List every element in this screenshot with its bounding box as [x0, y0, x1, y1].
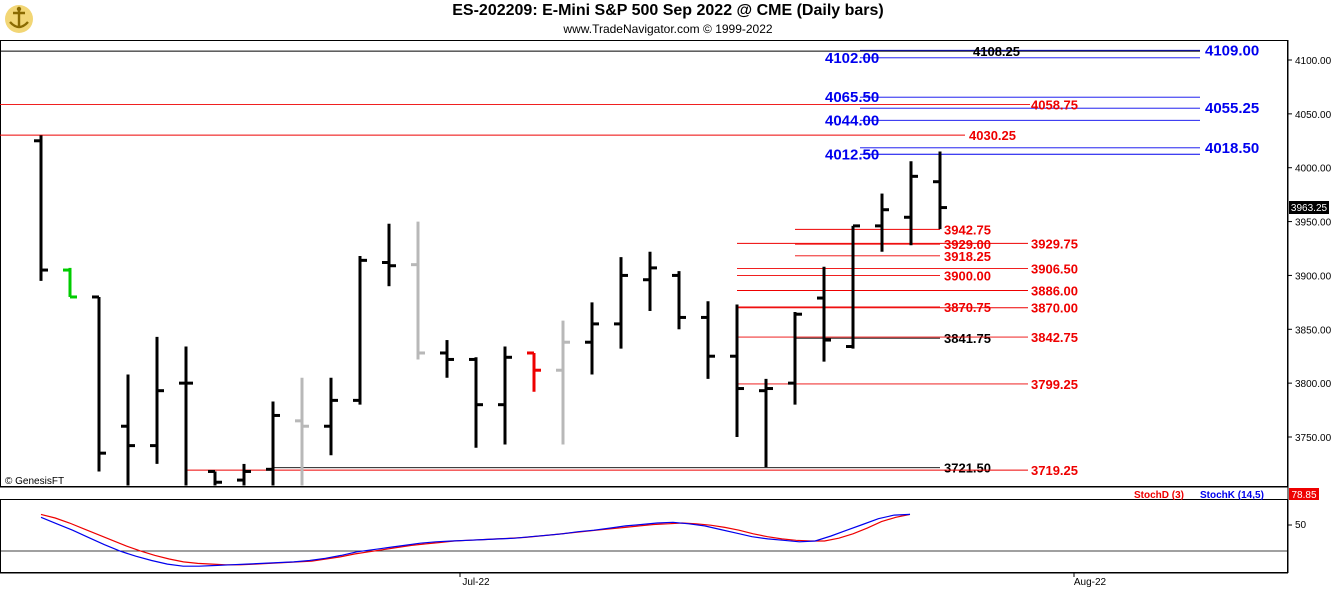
support-resistance-levels: 4102.00 4065.50 4044.00 4012.50 4109.00 4055.…: [0, 42, 1259, 478]
level-label: 4012.50: [825, 146, 879, 163]
level-label: 4058.75: [1031, 97, 1078, 112]
ohlc-bar: [817, 266, 831, 362]
price-axis-ticks: 4100.00 4050.00 4000.00 3950.00 3900.00 3850.…: [1288, 56, 1332, 444]
price-axis-label: 4100.00: [1295, 56, 1332, 67]
stoch-value-tag-bg: [1289, 488, 1319, 500]
price-axis-label: 3850.00: [1295, 325, 1332, 336]
ohlc-bar: [643, 251, 657, 311]
price-axis-label: 3900.00: [1295, 271, 1332, 282]
stoch-legend-k: StochK (14,5): [1200, 490, 1264, 501]
time-axis-label: Aug-22: [1074, 577, 1107, 588]
ohlc-bar: [295, 377, 309, 486]
ohlc-bar: [150, 336, 164, 464]
level-label: 4109.00: [1205, 42, 1259, 59]
last-price-tag-bg: [1289, 201, 1329, 214]
stoch-legend-d: StochD (3): [1134, 490, 1184, 501]
level-label: 4055.25: [1205, 100, 1259, 117]
watermark: © GenesisFT: [5, 476, 64, 487]
ohlc-bar: [411, 221, 425, 360]
ohlc-bar: [353, 256, 367, 405]
level-label: 3841.75: [944, 331, 991, 346]
price-panel-frame: [0, 40, 1288, 487]
ohlc-bar: [556, 320, 570, 445]
level-label: 4018.50: [1205, 140, 1259, 157]
price-axis-label: 4000.00: [1295, 164, 1332, 175]
ohlc-bar: [527, 351, 541, 392]
ohlc-bar: [179, 346, 193, 486]
level-label: 3799.25: [1031, 377, 1078, 392]
level-label: 3900.00: [944, 268, 991, 283]
ohlc-bar: [846, 224, 860, 349]
level-label: 4102.00: [825, 50, 879, 67]
level-label: 4030.25: [969, 128, 1016, 143]
level-label: 3942.75: [944, 222, 991, 237]
ohlc-bar: [469, 357, 483, 448]
level-label: 3918.25: [944, 249, 991, 264]
time-axis-ticks: Jul-22 Aug-22: [459, 573, 1107, 588]
ohlc-bar: [585, 302, 599, 375]
ohlc-bar: [672, 271, 686, 330]
time-axis-label: Jul-22: [462, 577, 490, 588]
anchor-logo-icon: [5, 5, 33, 33]
level-label: 4108.25: [973, 44, 1020, 59]
ohlc-bar: [121, 374, 135, 486]
level-label: 4044.00: [825, 112, 879, 129]
stoch-panel-frame: [0, 499, 1288, 573]
stoch-value-tag: 78.85: [1291, 490, 1316, 501]
price-axis-label: 3750.00: [1295, 433, 1332, 444]
last-price-tag: 3963.25: [1291, 203, 1328, 214]
ohlc-bar: [730, 304, 744, 437]
stoch-axis-label-50: 50: [1295, 520, 1307, 531]
level-label: 3906.50: [1031, 261, 1078, 276]
ohlc-bar: [614, 257, 628, 349]
price-axis-label: 3950.00: [1295, 218, 1332, 229]
level-label: 3842.75: [1031, 330, 1078, 345]
stoch-line: [40, 513, 911, 567]
ohlc-bar: [382, 223, 396, 287]
ohlc-bar: [788, 312, 802, 405]
level-label: 3886.00: [1031, 284, 1078, 299]
level-label: 3929.00: [944, 237, 991, 252]
ohlc-bar: [440, 340, 454, 378]
ohlc-bar: [34, 135, 48, 281]
price-axis-label: 3800.00: [1295, 379, 1332, 390]
ohlc-bar: [208, 469, 222, 486]
stochastic-lines: [40, 513, 911, 567]
ohlc-bar: [498, 346, 512, 445]
ohlc-bar: [759, 378, 773, 468]
ohlc-bar: [63, 267, 77, 299]
ohlc-bar: [237, 463, 251, 486]
ohlc-bar: [701, 301, 715, 379]
ohlc-bar: [324, 377, 338, 456]
level-label: 3870.00: [1031, 301, 1078, 316]
ohlc-bar: [92, 295, 106, 472]
chart-subtitle: www.TradeNavigator.com © 1999-2022: [563, 22, 773, 36]
price-axis-label: 4050.00: [1295, 110, 1332, 121]
chart-title: ES-202209: E-Mini S&P 500 Sep 2022 @ CME…: [452, 2, 884, 19]
ohlc-bar: [266, 401, 280, 486]
ohlc-bars: [34, 135, 947, 486]
ohlc-bar: [875, 193, 889, 252]
level-label: 3929.75: [1031, 236, 1078, 251]
ohlc-bar: [904, 161, 918, 246]
level-label: 4065.50: [825, 89, 879, 106]
level-label: 3719.25: [1031, 463, 1078, 478]
level-label: 3721.50: [944, 461, 991, 476]
ohlc-bar: [933, 151, 947, 230]
